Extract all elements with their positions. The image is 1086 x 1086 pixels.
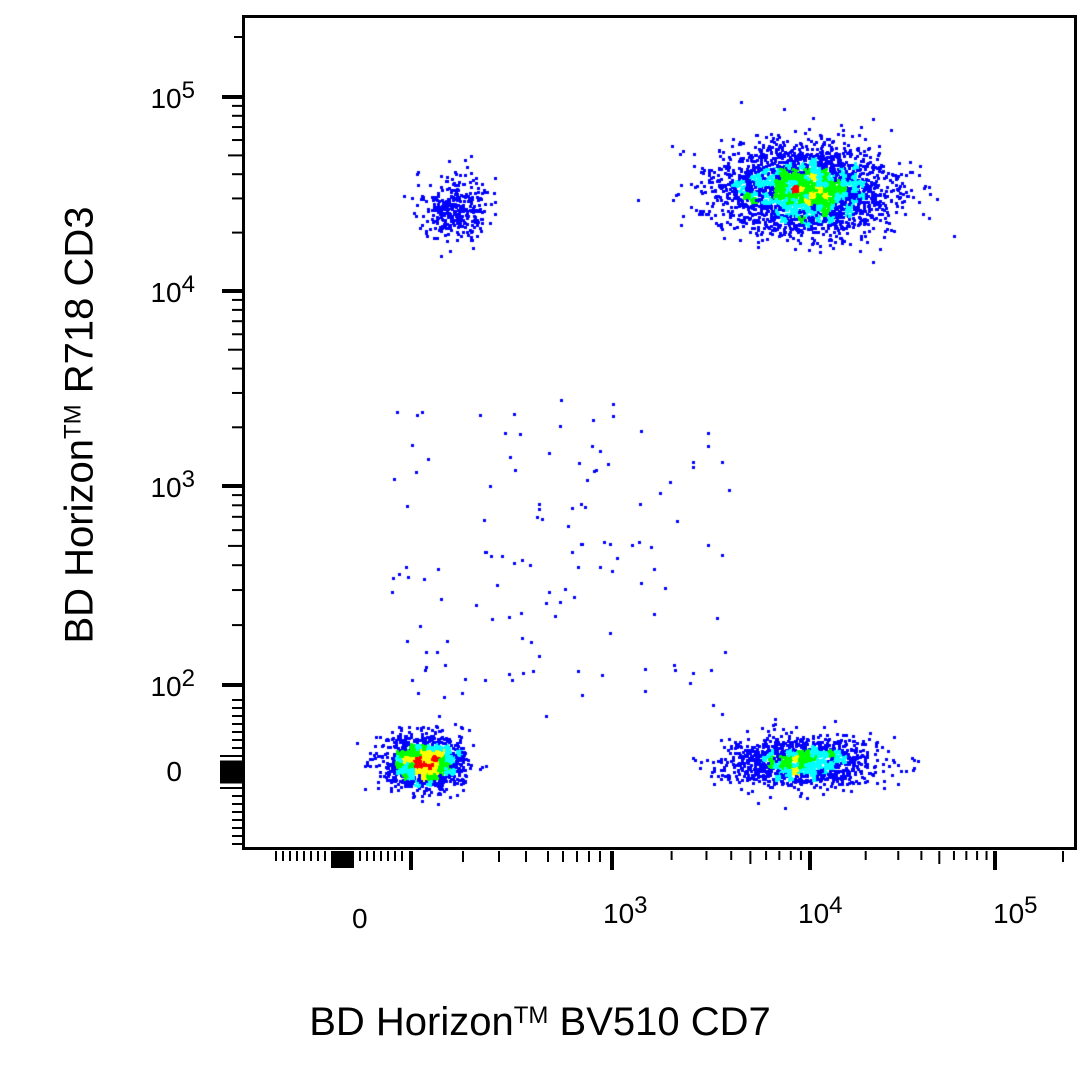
tick-label: 0	[166, 756, 182, 787]
tick-label: 104	[798, 892, 843, 929]
tick-label: 105	[993, 892, 1038, 929]
tick-label: 103	[603, 892, 648, 929]
tick-label: 102	[150, 665, 195, 702]
tick-label: 0	[352, 903, 368, 934]
x-axis-title: BD HorizonTM BV510 CD7	[309, 1000, 771, 1044]
scatter-dots	[245, 18, 1075, 848]
tick-label: 105	[150, 77, 195, 114]
tick-label: 104	[150, 271, 195, 308]
tick-label: 103	[150, 466, 195, 503]
y-axis-title: BD HorizonTM R718 CD3	[57, 206, 102, 644]
